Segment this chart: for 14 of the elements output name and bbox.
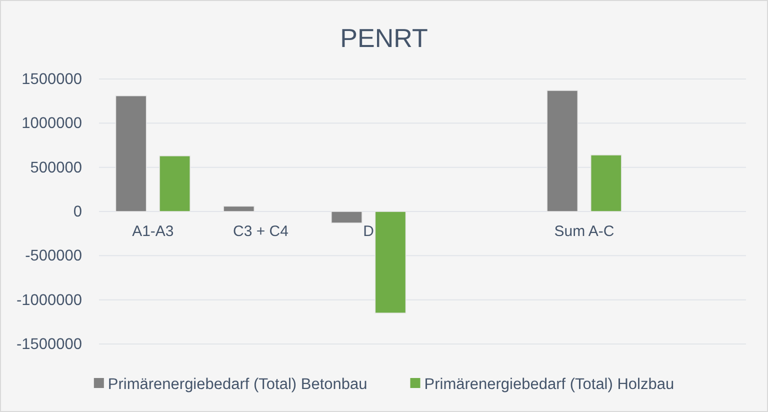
y-tick-label: -500000: [25, 248, 82, 265]
y-tick-label: 1000000: [22, 115, 82, 132]
chart-title: PENRT: [340, 23, 428, 53]
y-tick-label: 500000: [30, 159, 82, 176]
legend-label: Primärenergiebedarf (Total) Betonbau: [108, 376, 368, 393]
y-tick-label: 0: [73, 203, 82, 220]
x-tick-label: A1-A3: [132, 223, 174, 240]
y-tick-label: 1500000: [22, 70, 82, 88]
y-tick-label: -1500000: [16, 336, 82, 353]
legend-label: Primärenergiebedarf (Total) Holzbau: [424, 376, 674, 393]
x-tick-label: C3 + C4: [233, 223, 288, 240]
x-tick-label: Sum A-C: [554, 223, 614, 240]
x-tick-label: D: [363, 223, 374, 240]
y-tick-label: -1000000: [16, 292, 82, 309]
